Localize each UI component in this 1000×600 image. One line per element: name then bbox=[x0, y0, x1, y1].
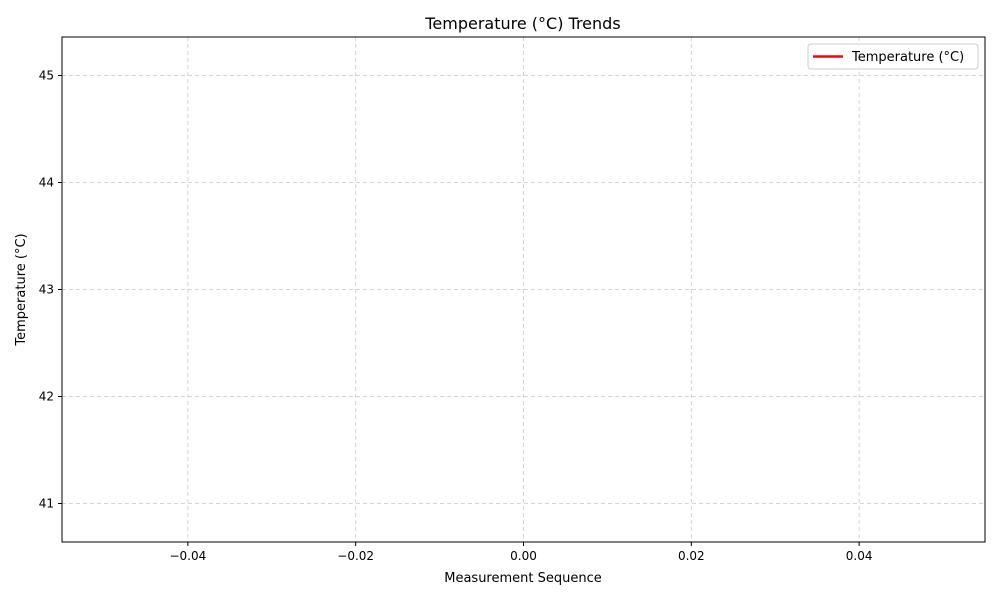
y-axis-ticks: 41 42 43 44 45 bbox=[39, 69, 62, 510]
y-tick-label: 45 bbox=[39, 69, 54, 83]
x-tick-label: −0.04 bbox=[169, 549, 206, 563]
x-axis-title: Measurement Sequence bbox=[444, 571, 602, 586]
legend-label-temperature: Temperature (°C) bbox=[851, 50, 964, 65]
chart-title: Temperature (°C) Trends bbox=[424, 14, 620, 33]
y-tick-label: 42 bbox=[39, 389, 54, 403]
x-tick-label: 0.04 bbox=[846, 549, 873, 563]
x-tick-label: −0.02 bbox=[337, 549, 374, 563]
x-tick-label: 0.00 bbox=[510, 549, 537, 563]
x-axis-ticks: −0.04 −0.02 0.00 0.02 0.04 bbox=[169, 542, 872, 563]
y-tick-label: 44 bbox=[39, 176, 54, 190]
grid bbox=[62, 37, 985, 542]
legend: Temperature (°C) bbox=[807, 43, 979, 70]
legend-box bbox=[807, 43, 979, 70]
y-tick-label: 41 bbox=[39, 496, 54, 510]
x-tick-label: 0.02 bbox=[678, 549, 705, 563]
y-tick-label: 43 bbox=[39, 283, 54, 297]
y-axis-title: Temperature (°C) bbox=[14, 233, 29, 346]
